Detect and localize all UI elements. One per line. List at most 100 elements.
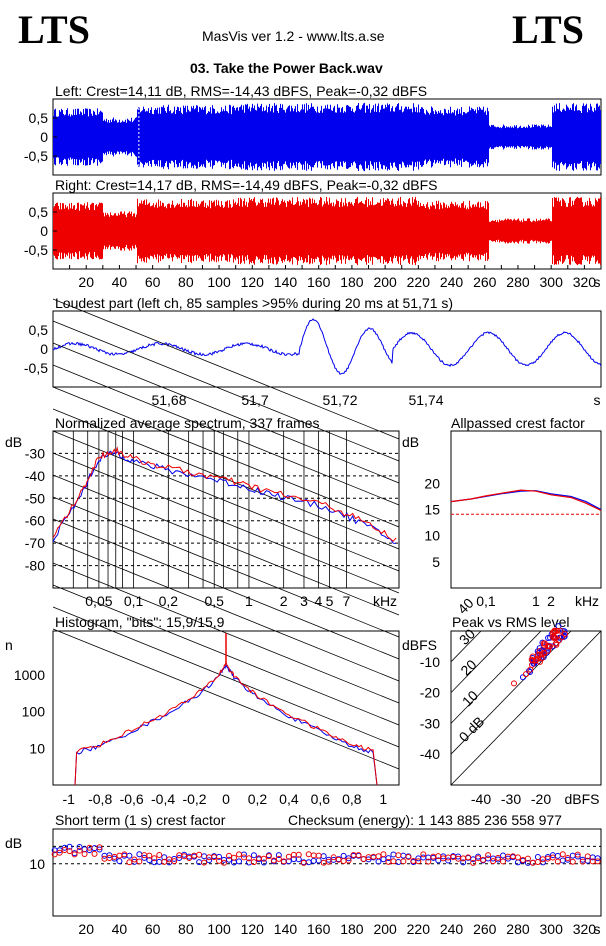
y-axis-label: dB bbox=[5, 434, 22, 450]
y-tick-label: 0,5 bbox=[29, 110, 49, 126]
x-tick-label: s bbox=[594, 274, 601, 290]
x-tick-label: 60 bbox=[145, 921, 161, 937]
diagonal-label: 20 bbox=[457, 656, 479, 678]
scatter-point bbox=[231, 854, 238, 861]
short-term-title: Short term (1 s) crest factor bbox=[55, 812, 226, 828]
y-tick-label: 10 bbox=[424, 528, 440, 544]
scatter-point bbox=[405, 853, 412, 860]
x-tick-label: 220 bbox=[407, 921, 431, 937]
x-tick-label: 280 bbox=[506, 921, 530, 937]
left-channel-title: Left: Crest=14,11 dB, RMS=-14,43 dBFS, P… bbox=[55, 83, 428, 99]
scatter-point bbox=[450, 854, 457, 861]
scatter-point bbox=[235, 858, 242, 865]
x-tick-label: 1 bbox=[245, 593, 253, 609]
x-tick-label: 180 bbox=[340, 274, 364, 290]
x-tick-label: 60 bbox=[145, 274, 161, 290]
scatter-point bbox=[126, 859, 133, 866]
scatter-point bbox=[550, 634, 557, 641]
slope-line bbox=[52, 364, 400, 506]
y-tick-label: 15 bbox=[424, 502, 440, 518]
diagonal-label: 0 dB bbox=[456, 713, 488, 745]
logo-left: LTS bbox=[18, 7, 90, 52]
x-tick-label: 40 bbox=[112, 921, 128, 937]
x-tick-label: 200 bbox=[373, 921, 397, 937]
crest-series-line bbox=[450, 489, 602, 512]
scatter-point bbox=[470, 859, 477, 866]
slope-line bbox=[52, 496, 400, 638]
y-axis-label: dBFS bbox=[402, 637, 437, 653]
x-tick-label: 0,1 bbox=[476, 593, 496, 609]
x-tick-label: 20 bbox=[78, 274, 94, 290]
app-info: MasVis ver 1.2 - www.lts.a.se bbox=[202, 28, 385, 44]
scatter-point bbox=[320, 853, 327, 860]
scatter-point bbox=[201, 853, 208, 860]
scatter-point bbox=[330, 854, 337, 861]
y-tick-label: -10 bbox=[420, 654, 440, 670]
scatter-point bbox=[166, 856, 173, 863]
slope-line bbox=[52, 628, 400, 770]
scatter-point bbox=[81, 851, 88, 858]
left-waveform-plot: 0,5 0 -0,5 bbox=[24, 100, 601, 174]
scatter-point bbox=[524, 855, 531, 862]
scatter-point bbox=[400, 852, 407, 859]
scatter-point bbox=[196, 851, 203, 858]
scatter-point bbox=[300, 859, 307, 866]
scatter-point bbox=[315, 852, 322, 859]
y-tick-label: -40 bbox=[25, 468, 45, 484]
waveform-trace bbox=[53, 102, 601, 172]
scatter-point bbox=[490, 858, 497, 865]
y-axis-label: n bbox=[5, 637, 13, 653]
scatter-point bbox=[420, 851, 427, 858]
scatter-point bbox=[235, 851, 242, 858]
scatter-point bbox=[295, 856, 302, 863]
scatter-point bbox=[540, 640, 547, 647]
scatter-point bbox=[569, 858, 576, 865]
scatter-point bbox=[96, 844, 103, 851]
x-tick-label: 160 bbox=[307, 274, 331, 290]
scatter-point bbox=[435, 853, 442, 860]
scatter-point bbox=[186, 855, 193, 862]
x-tick-label: 140 bbox=[274, 921, 298, 937]
loudest-part-title: Loudest part (left ch, 85 samples >95% d… bbox=[55, 295, 454, 311]
scatter-point bbox=[345, 857, 352, 864]
y-tick-label: 10 bbox=[29, 856, 45, 872]
scatter-point bbox=[250, 859, 257, 866]
scatter-point bbox=[265, 853, 272, 860]
spectrum-title: Normalized average spectrum, 337 frames bbox=[55, 415, 320, 431]
y-tick-label: -40 bbox=[420, 746, 440, 762]
scatter-point bbox=[315, 857, 322, 864]
y-tick-label: 20 bbox=[424, 475, 440, 491]
x-tick-label: 160 bbox=[307, 921, 331, 937]
y-tick-label: -50 bbox=[25, 490, 45, 506]
scatter-point bbox=[96, 846, 103, 853]
x-tick-label: 51,68 bbox=[151, 392, 186, 408]
scatter-point bbox=[562, 631, 568, 638]
scatter-point bbox=[559, 634, 565, 641]
scatter-point bbox=[574, 853, 581, 860]
scatter-point bbox=[91, 845, 98, 852]
x-tick-label: 100 bbox=[207, 274, 231, 290]
scatter-point bbox=[245, 855, 252, 862]
scatter-point bbox=[395, 852, 402, 859]
short-term-frame bbox=[52, 828, 602, 917]
scatter-point bbox=[275, 852, 282, 859]
loudest-part-plot: 0,5 0 -0,5 51,68 51,7 51,72 51,74 s bbox=[24, 318, 602, 408]
scatter-point bbox=[495, 854, 502, 861]
histogram-curve bbox=[74, 660, 378, 786]
scatter-point bbox=[549, 854, 556, 861]
x-tick-label: 4 bbox=[314, 593, 322, 609]
scatter-point bbox=[181, 853, 188, 860]
y-tick-label: -30 bbox=[25, 445, 45, 461]
scatter-point bbox=[91, 850, 98, 857]
scatter-point bbox=[146, 857, 153, 864]
scatter-point bbox=[305, 851, 312, 858]
x-tick-label: kHz bbox=[373, 593, 397, 609]
slope-line bbox=[52, 518, 400, 660]
slope-line bbox=[52, 430, 400, 572]
x-tick-label: 40 bbox=[112, 274, 128, 290]
crest-diagonal bbox=[450, 630, 482, 663]
scatter-point bbox=[250, 852, 257, 859]
